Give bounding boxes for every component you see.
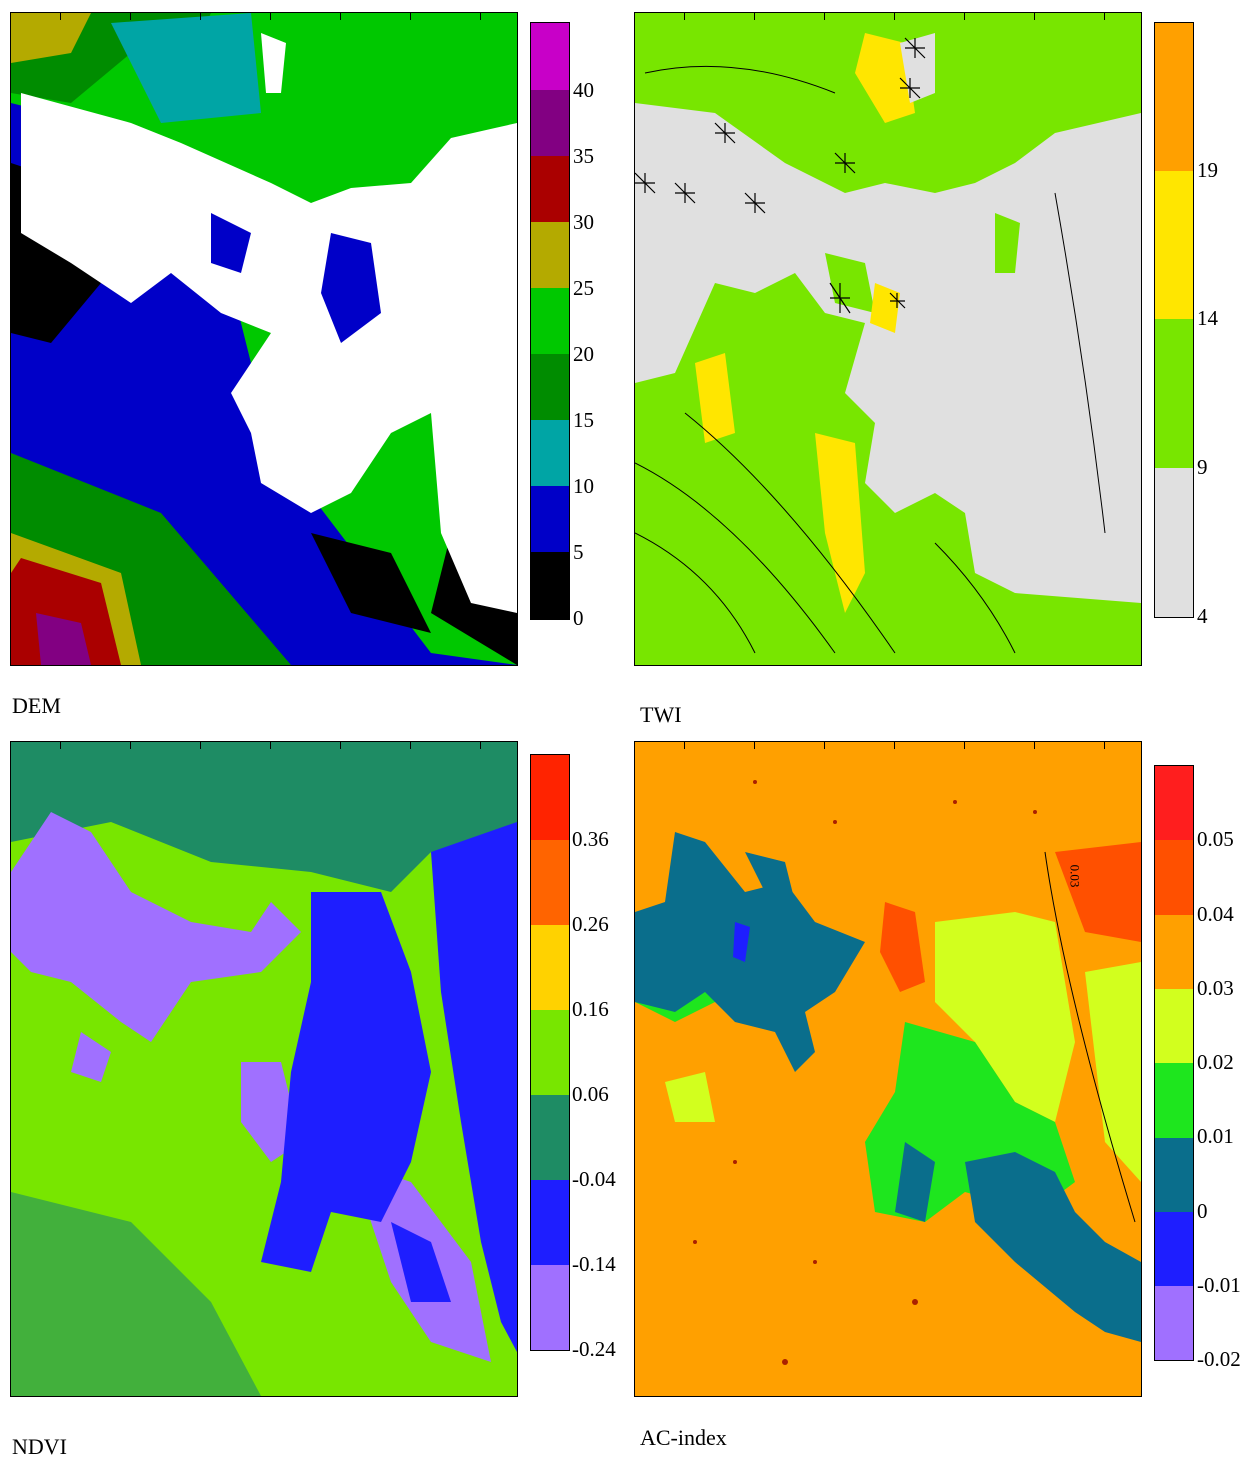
ac-index-tick-label: 0 <box>1197 1199 1208 1223</box>
twi-frame-ticks <box>684 12 685 20</box>
ac-index-tick-label: 0.02 <box>1197 1050 1234 1074</box>
ndvi-colorbar <box>530 754 570 1351</box>
dem-tick-label: 15 <box>573 408 594 432</box>
twi-tick-label: 4 <box>1197 604 1208 628</box>
ac-index-colorbar <box>1154 765 1194 1361</box>
dem-title: DEM <box>12 693 61 718</box>
ac-index-contour-label: 0.03 <box>1067 864 1083 888</box>
dem-tick-label: 10 <box>573 474 594 498</box>
ndvi-tick-label: -0.24 <box>572 1337 616 1361</box>
dem-tick-label: 35 <box>573 144 594 168</box>
twi-tick-label: 19 <box>1197 158 1218 182</box>
ndvi-frame-ticks <box>60 741 61 749</box>
dem-tick-label: 5 <box>573 540 584 564</box>
dem-tick-label: 0 <box>573 606 584 630</box>
dem-tick-label: 25 <box>573 276 594 300</box>
ac-index-tick-label: -0.02 <box>1197 1347 1241 1371</box>
ndvi-map <box>10 741 518 1397</box>
ac-index-tick-label: 0.01 <box>1197 1124 1234 1148</box>
ac-index-tick-label: 0.03 <box>1197 976 1234 1000</box>
ac-index-tick-label: 0.04 <box>1197 902 1234 926</box>
ac-index-tick-label: -0.01 <box>1197 1273 1241 1297</box>
ac-index-frame-ticks <box>684 741 685 749</box>
ndvi-tick-label: 0.26 <box>572 912 609 936</box>
ac-index-title: AC-index <box>640 1425 727 1450</box>
twi-tick-label: 9 <box>1197 455 1208 479</box>
ac-index-map <box>634 741 1142 1397</box>
dem-frame-ticks <box>60 12 61 20</box>
ndvi-tick-label: -0.04 <box>572 1167 616 1191</box>
ac-index-tick-label: 0.05 <box>1197 827 1234 851</box>
dem-map <box>10 12 518 666</box>
twi-map <box>634 12 1142 666</box>
ndvi-tick-label: -0.14 <box>572 1252 616 1276</box>
ndvi-tick-label: 0.36 <box>572 827 609 851</box>
twi-tick-label: 14 <box>1197 306 1218 330</box>
dem-colorbar <box>530 22 570 620</box>
ndvi-tick-label: 0.16 <box>572 997 609 1021</box>
twi-colorbar <box>1154 22 1194 618</box>
ndvi-title: NDVI <box>12 1434 67 1459</box>
dem-tick-label: 40 <box>573 78 594 102</box>
dem-tick-label: 30 <box>573 210 594 234</box>
twi-title: TWI <box>640 702 682 727</box>
ndvi-tick-label: 0.06 <box>572 1082 609 1106</box>
dem-colorbar-seg <box>531 552 569 619</box>
dem-tick-label: 20 <box>573 342 594 366</box>
